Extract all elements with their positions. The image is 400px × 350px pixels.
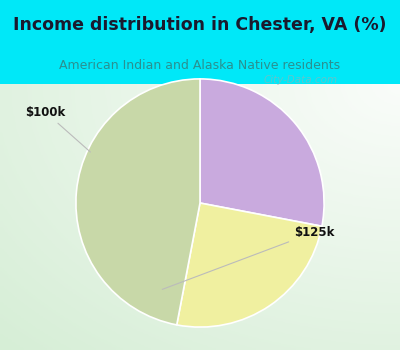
Text: City-Data.com: City-Data.com xyxy=(264,75,338,85)
Wedge shape xyxy=(177,203,322,327)
Wedge shape xyxy=(200,79,324,226)
Text: $125k: $125k xyxy=(162,226,334,289)
Text: Income distribution in Chester, VA (%): Income distribution in Chester, VA (%) xyxy=(13,16,387,34)
Text: $100k: $100k xyxy=(25,106,90,152)
Wedge shape xyxy=(76,79,200,325)
Text: American Indian and Alaska Native residents: American Indian and Alaska Native reside… xyxy=(60,59,340,72)
